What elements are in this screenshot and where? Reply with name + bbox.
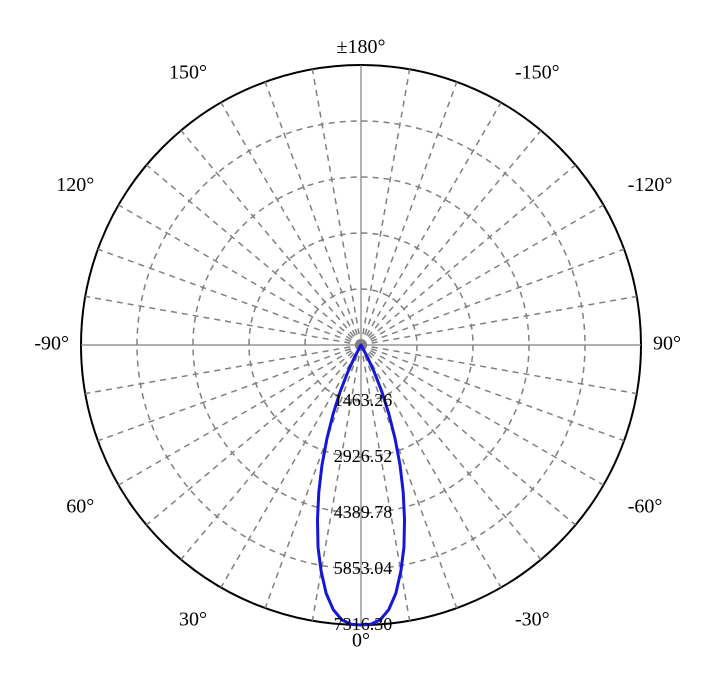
angle-label: 90° — [653, 333, 681, 355]
angle-label: 60° — [66, 496, 94, 518]
angle-label: -30° — [515, 608, 550, 630]
radial-tick-label: 5853.04 — [334, 558, 393, 578]
angle-label: 30° — [179, 608, 207, 630]
angle-label: 120° — [56, 174, 94, 196]
radial-tick-label: 1463.26 — [334, 390, 393, 410]
angle-label: -60° — [628, 496, 663, 518]
angle-label: -90° — [34, 333, 69, 355]
radial-tick-label: 2926.52 — [334, 446, 393, 466]
polar-chart: ±180°150°120°90°60°30°0°-30°-60°-90°-120… — [0, 0, 723, 690]
angle-label: -120° — [628, 174, 673, 196]
radial-tick-label: 4389.78 — [334, 502, 393, 522]
angle-label: ±180° — [337, 36, 386, 58]
angle-label: 150° — [169, 61, 207, 83]
radial-tick-label: 7316.30 — [334, 614, 393, 634]
angle-label: -150° — [515, 61, 560, 83]
